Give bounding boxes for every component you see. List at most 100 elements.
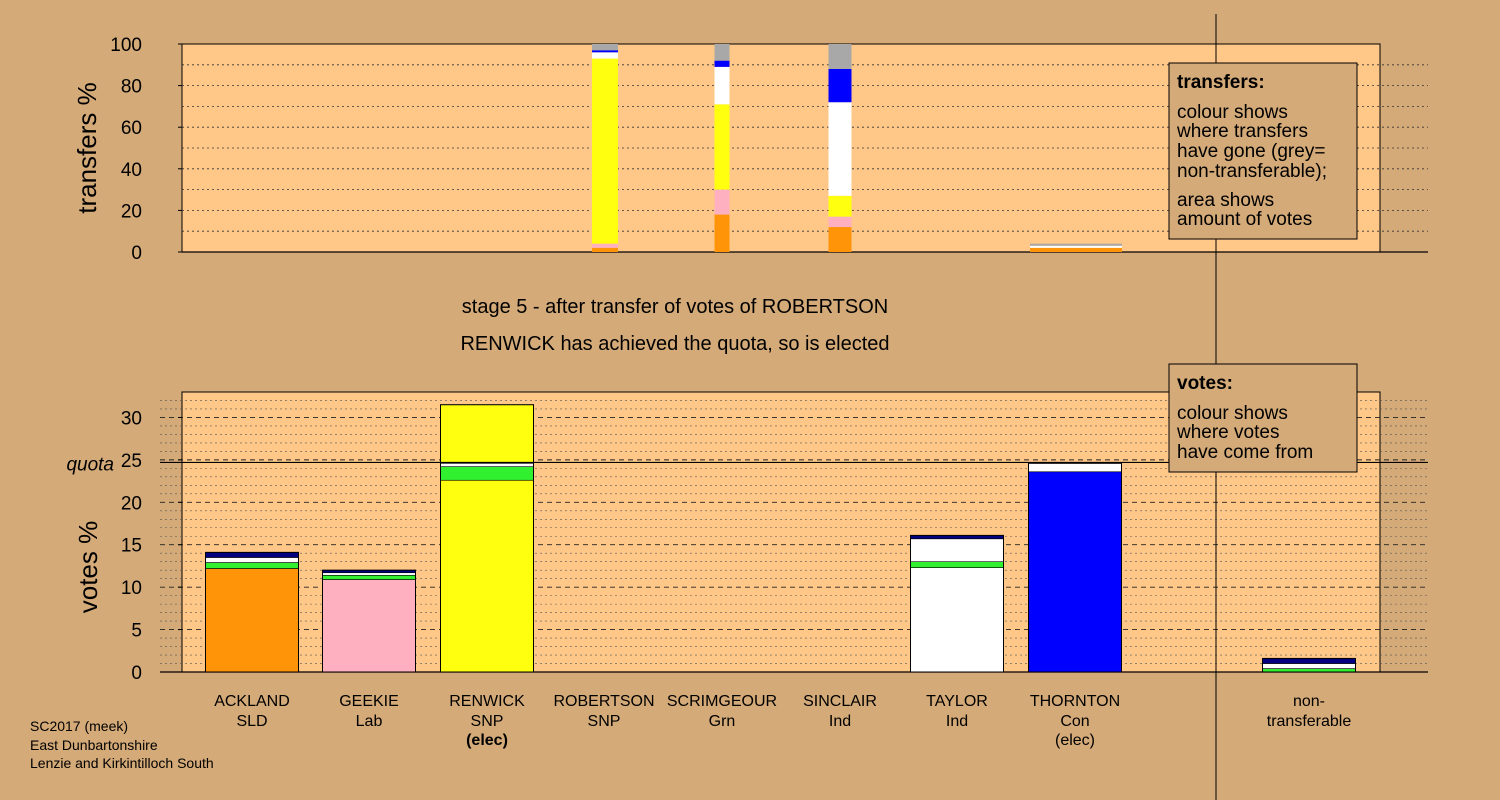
vote-segment	[205, 562, 299, 569]
candidate-party: Ind	[946, 713, 968, 730]
transfer-segment	[1030, 243, 1122, 246]
transfer-segment	[592, 247, 618, 252]
transfer-segment	[828, 102, 852, 196]
vote-segment	[205, 568, 299, 673]
candidate-name: SCRIMGEOUR	[667, 693, 777, 710]
y-tick-label: 60	[121, 118, 142, 139]
transfer-segment	[1030, 245, 1122, 248]
candidate-name: SINCLAIR	[803, 693, 877, 710]
transfer-segment	[592, 58, 618, 244]
transfer-segment	[714, 214, 730, 252]
legend-transfers-line: where transfers	[1176, 121, 1308, 142]
legend-transfers-line: non-transferable);	[1177, 161, 1327, 182]
candidate-elected-note: (elec)	[466, 732, 508, 749]
transfer-segment	[592, 243, 618, 248]
legend-votes-title: votes:	[1177, 373, 1233, 394]
transfer-segment	[592, 52, 618, 59]
candidate-party: Grn	[709, 713, 736, 730]
vote-segment	[322, 572, 416, 576]
vote-bar-outline	[322, 569, 416, 673]
footer-election: SC2017 (meek)	[30, 718, 128, 734]
candidate-name: non-	[1293, 693, 1325, 710]
y-tick-label: 5	[131, 621, 142, 642]
y-tick-label: 20	[121, 201, 142, 222]
y-tick-label: 0	[131, 663, 142, 684]
vote-segment	[1262, 668, 1356, 673]
vote-segment	[322, 574, 416, 580]
candidate-name: TAYLOR	[926, 693, 988, 710]
transfer-segment	[714, 44, 730, 61]
legend-transfers: transfers: colour shows where transfers …	[1168, 62, 1358, 240]
vote-segment	[910, 567, 1004, 673]
vote-segment	[205, 557, 299, 563]
legend-votes-line: colour shows	[1177, 403, 1288, 424]
candidate-party: SNP	[588, 713, 621, 730]
vote-segment	[1028, 471, 1122, 673]
transfer-segment	[714, 60, 730, 67]
footer-council: East Dunbartonshire	[30, 737, 158, 753]
vote-segment	[440, 404, 534, 464]
candidate-party: SNP	[471, 713, 504, 730]
legend-transfers-line: have gone (grey=	[1177, 141, 1325, 162]
y-tick-label: 30	[121, 408, 142, 429]
vote-segment	[322, 579, 416, 673]
legend-votes-line: have come from	[1177, 442, 1313, 463]
candidate-name: RENWICK	[449, 693, 525, 710]
vote-bar-outline	[1262, 657, 1356, 673]
transfers-axis-title: transfers %	[72, 82, 102, 214]
transfer-segment	[828, 68, 852, 103]
transfer-segment	[828, 216, 852, 228]
transfer-segment	[828, 44, 852, 69]
legend-votes: votes: colour shows where votes have com…	[1168, 363, 1358, 473]
candidate-party: Lab	[356, 713, 383, 730]
vote-bar-outline	[910, 534, 1004, 673]
candidate-party: transferable	[1267, 713, 1352, 730]
vote-segment	[440, 479, 534, 673]
legend-transfers-title: transfers:	[1177, 72, 1265, 93]
y-tick-label: 40	[121, 160, 142, 181]
y-tick-label: 25	[121, 451, 142, 472]
vote-segment	[910, 538, 1004, 562]
transfer-segment	[714, 189, 730, 215]
candidate-party: Con	[1060, 713, 1089, 730]
y-tick-label: 0	[131, 243, 142, 264]
legend-transfers-line: area shows	[1177, 190, 1274, 211]
y-tick-label: 15	[121, 536, 142, 557]
transfer-segment	[828, 227, 852, 252]
vote-bar-outline	[1028, 462, 1122, 673]
y-tick-label: 10	[121, 578, 142, 599]
legend-transfers-line: colour shows	[1177, 102, 1288, 123]
candidate-name: GEEKIE	[339, 693, 399, 710]
footer-ward: Lenzie and Kirkintilloch South	[30, 755, 214, 771]
y-tick-label: 20	[121, 493, 142, 514]
transfer-segment	[1030, 247, 1122, 252]
candidate-party: SLD	[236, 713, 267, 730]
votes-axis-title: votes %	[73, 521, 103, 614]
transfer-segment	[714, 66, 730, 105]
vote-segment	[440, 462, 534, 467]
vote-segment	[1262, 658, 1356, 664]
vote-segment	[910, 561, 1004, 568]
quota-label: quota	[66, 454, 114, 475]
transfer-segment	[714, 104, 730, 190]
candidate-party: Ind	[829, 713, 851, 730]
y-tick-label: 80	[121, 77, 142, 98]
legend-transfers-line: amount of votes	[1177, 209, 1312, 230]
vote-bar-outline	[440, 404, 534, 673]
vote-segment	[205, 552, 299, 558]
vote-bar-outline	[205, 551, 299, 673]
vote-segment	[1028, 462, 1122, 473]
transfer-segment	[592, 50, 618, 53]
vote-segment	[440, 466, 534, 481]
vote-segment	[1262, 663, 1356, 669]
vote-segment	[910, 535, 1004, 540]
candidate-name: ACKLAND	[214, 693, 290, 710]
transfer-segment	[828, 195, 852, 217]
stage-message: stage 5 - after transfer of votes of ROB…	[462, 296, 888, 318]
candidate-name: THORNTON	[1030, 693, 1120, 710]
result-message: RENWICK has achieved the quota, so is el…	[460, 333, 889, 355]
candidate-name: ROBERTSON	[553, 693, 654, 710]
candidate-elected-note: (elec)	[1055, 732, 1095, 749]
y-tick-label: 100	[110, 35, 142, 56]
